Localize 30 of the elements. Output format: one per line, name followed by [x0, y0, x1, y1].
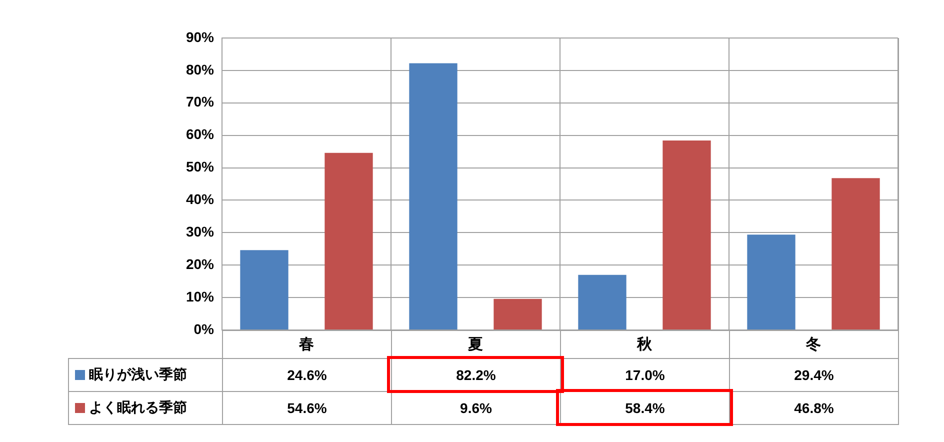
bar [832, 178, 880, 330]
x-tick-label: 夏 [467, 336, 483, 354]
y-tick-label: 80% [186, 61, 215, 78]
x-tick-label: 秋 [636, 336, 653, 354]
bar [662, 140, 711, 330]
bar [494, 298, 542, 330]
data-label: 54.6% [222, 391, 392, 425]
y-tick-label: 40% [186, 191, 215, 208]
bar [240, 250, 288, 330]
bar [409, 63, 458, 330]
y-tick-label: 0% [194, 320, 215, 337]
y-tick-label: 20% [186, 256, 215, 272]
y-tick-label: 10% [186, 288, 215, 304]
y-tick-label: 60% [186, 126, 215, 142]
bar [747, 234, 796, 330]
x-tick-label: 冬 [805, 336, 821, 354]
y-tick-label: 50% [186, 158, 215, 175]
legend-label: 眠りが浅い季節 [89, 366, 187, 384]
bar [324, 152, 373, 330]
y-tick-label: 30% [186, 224, 215, 240]
x-tick-label: 春 [298, 336, 314, 354]
y-tick-label: 90% [186, 28, 215, 45]
data-label: 9.6% [391, 391, 561, 425]
bar [578, 274, 626, 330]
y-tick-label: 70% [186, 94, 215, 110]
legend-label: よく眠れる季節 [89, 399, 187, 417]
data-label: 24.6% [222, 358, 392, 392]
data-label: 46.8% [729, 391, 899, 425]
data-label: 29.4% [729, 358, 899, 392]
data-label: 17.0% [560, 358, 730, 392]
